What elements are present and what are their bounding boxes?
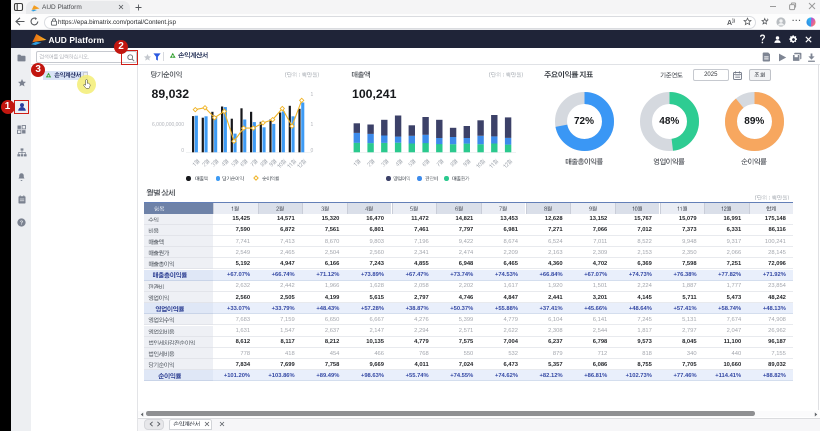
svg-text:?: ?	[20, 220, 23, 226]
